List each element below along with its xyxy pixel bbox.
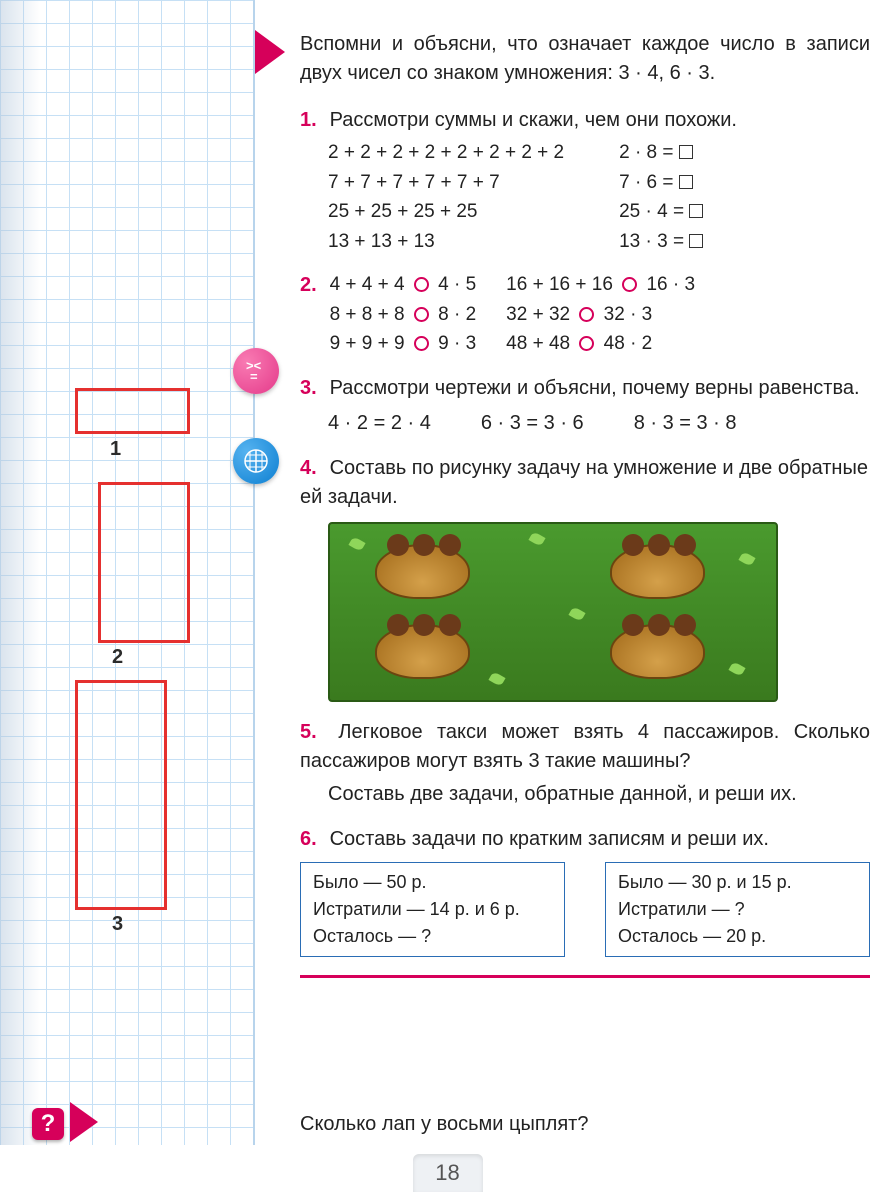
t6-b1-2: Осталось — ? [313,923,552,950]
task-5-num: 5. [300,718,324,747]
divider [300,975,870,978]
t6-b2-2: Осталось — 20 р. [618,923,857,950]
t2-a1: 8 + 8 + 8 8 · 2 [330,301,477,329]
task-5-text: Легковое такси может взять 4 пассажиров.… [300,721,870,772]
t1-l0: 2 + 2 + 2 + 2 + 2 + 2 + 2 + 2 [328,139,564,167]
diagram-label-1: 1 [110,438,121,461]
intro-text: Вспомни и объясни, что означает каждое ч… [300,30,870,88]
t1-l1: 7 + 7 + 7 + 7 + 7 + 7 [328,169,564,197]
task-2: 2. 4 + 4 + 4 4 · 5 8 + 8 + 8 8 · 2 9 + 9… [300,271,870,358]
task-4-num: 4. [300,454,324,483]
task-3-text: Рассмотри чертежи и объясни, почему верн… [330,377,860,399]
task-1-text: Рассмотри суммы и скажи, чем они похожи. [330,109,737,131]
task-6: 6. Составь задачи по кратким записям и р… [300,825,870,957]
task-2-num: 2. [300,271,324,300]
task-1: 1. Рассмотри суммы и скажи, чем они похо… [300,106,870,255]
t6-box1: Было — 50 р. Истратили — 14 р. и 6 р. Ос… [300,862,565,957]
t2-a2: 9 + 9 + 9 9 · 3 [330,330,477,358]
t2-b2: 48 + 48 48 · 2 [506,330,695,358]
task-6-text: Составь задачи по кратким записям и реши… [330,828,769,850]
t1-r1: 7 · 6 = [619,169,703,197]
diagram-rect-2 [98,482,190,643]
t2-b0: 16 + 16 + 16 16 · 3 [506,271,695,299]
t3-eq0: 4 · 2 = 2 · 4 [328,409,431,438]
main-content: Вспомни и объясни, что означает каждое ч… [300,30,870,978]
task-6-num: 6. [300,825,324,854]
pointer-top-icon [255,30,285,74]
task-1-num: 1. [300,106,324,135]
task-5-text2: Составь две задачи, обратные данной, и р… [328,780,870,809]
t6-box2: Было — 30 р. и 15 р. Истратили — ? Остал… [605,862,870,957]
t6-b1-0: Было — 50 р. [313,869,552,896]
t1-l3: 13 + 13 + 13 [328,228,564,256]
globe-icon [233,438,279,484]
page-number: 18 [413,1154,483,1192]
t3-eq2: 8 · 3 = 3 · 8 [634,409,737,438]
diagram-rect-3 [75,680,167,910]
task-3-num: 3. [300,374,324,403]
question-text: Сколько лап у восьми цыплят? [300,1113,588,1136]
compare-icon: ><= [233,348,279,394]
grid-shade [0,0,40,1145]
task-4-picture [328,522,778,702]
t6-b1-1: Истратили — 14 р. и 6 р. [313,896,552,923]
task-5: 5. Легковое такси может взять 4 пассажир… [300,718,870,809]
t6-b2-1: Истратили — ? [618,896,857,923]
diagram-rect-1 [75,388,190,434]
pointer-bottom-icon [70,1102,98,1142]
diagram-label-2: 2 [112,646,123,669]
t2-b1: 32 + 32 32 · 3 [506,301,695,329]
t1-r3: 13 · 3 = [619,228,703,256]
svg-text:=: = [250,369,258,384]
t2-a0: 4 + 4 + 4 4 · 5 [330,271,477,299]
diagram-label-3: 3 [112,913,123,936]
t1-r2: 25 · 4 = [619,198,703,226]
t1-r0: 2 · 8 = [619,139,703,167]
question-badge-icon: ? [32,1108,64,1140]
task-4: 4. Составь по рисунку задачу на умножени… [300,454,870,702]
t1-l2: 25 + 25 + 25 + 25 [328,198,564,226]
task-4-text: Составь по рисунку задачу на умножение и… [300,457,868,508]
t3-eq1: 6 · 3 = 3 · 6 [481,409,584,438]
t6-b2-0: Было — 30 р. и 15 р. [618,869,857,896]
task-3: 3. Рассмотри чертежи и объясни, почему в… [300,374,870,438]
